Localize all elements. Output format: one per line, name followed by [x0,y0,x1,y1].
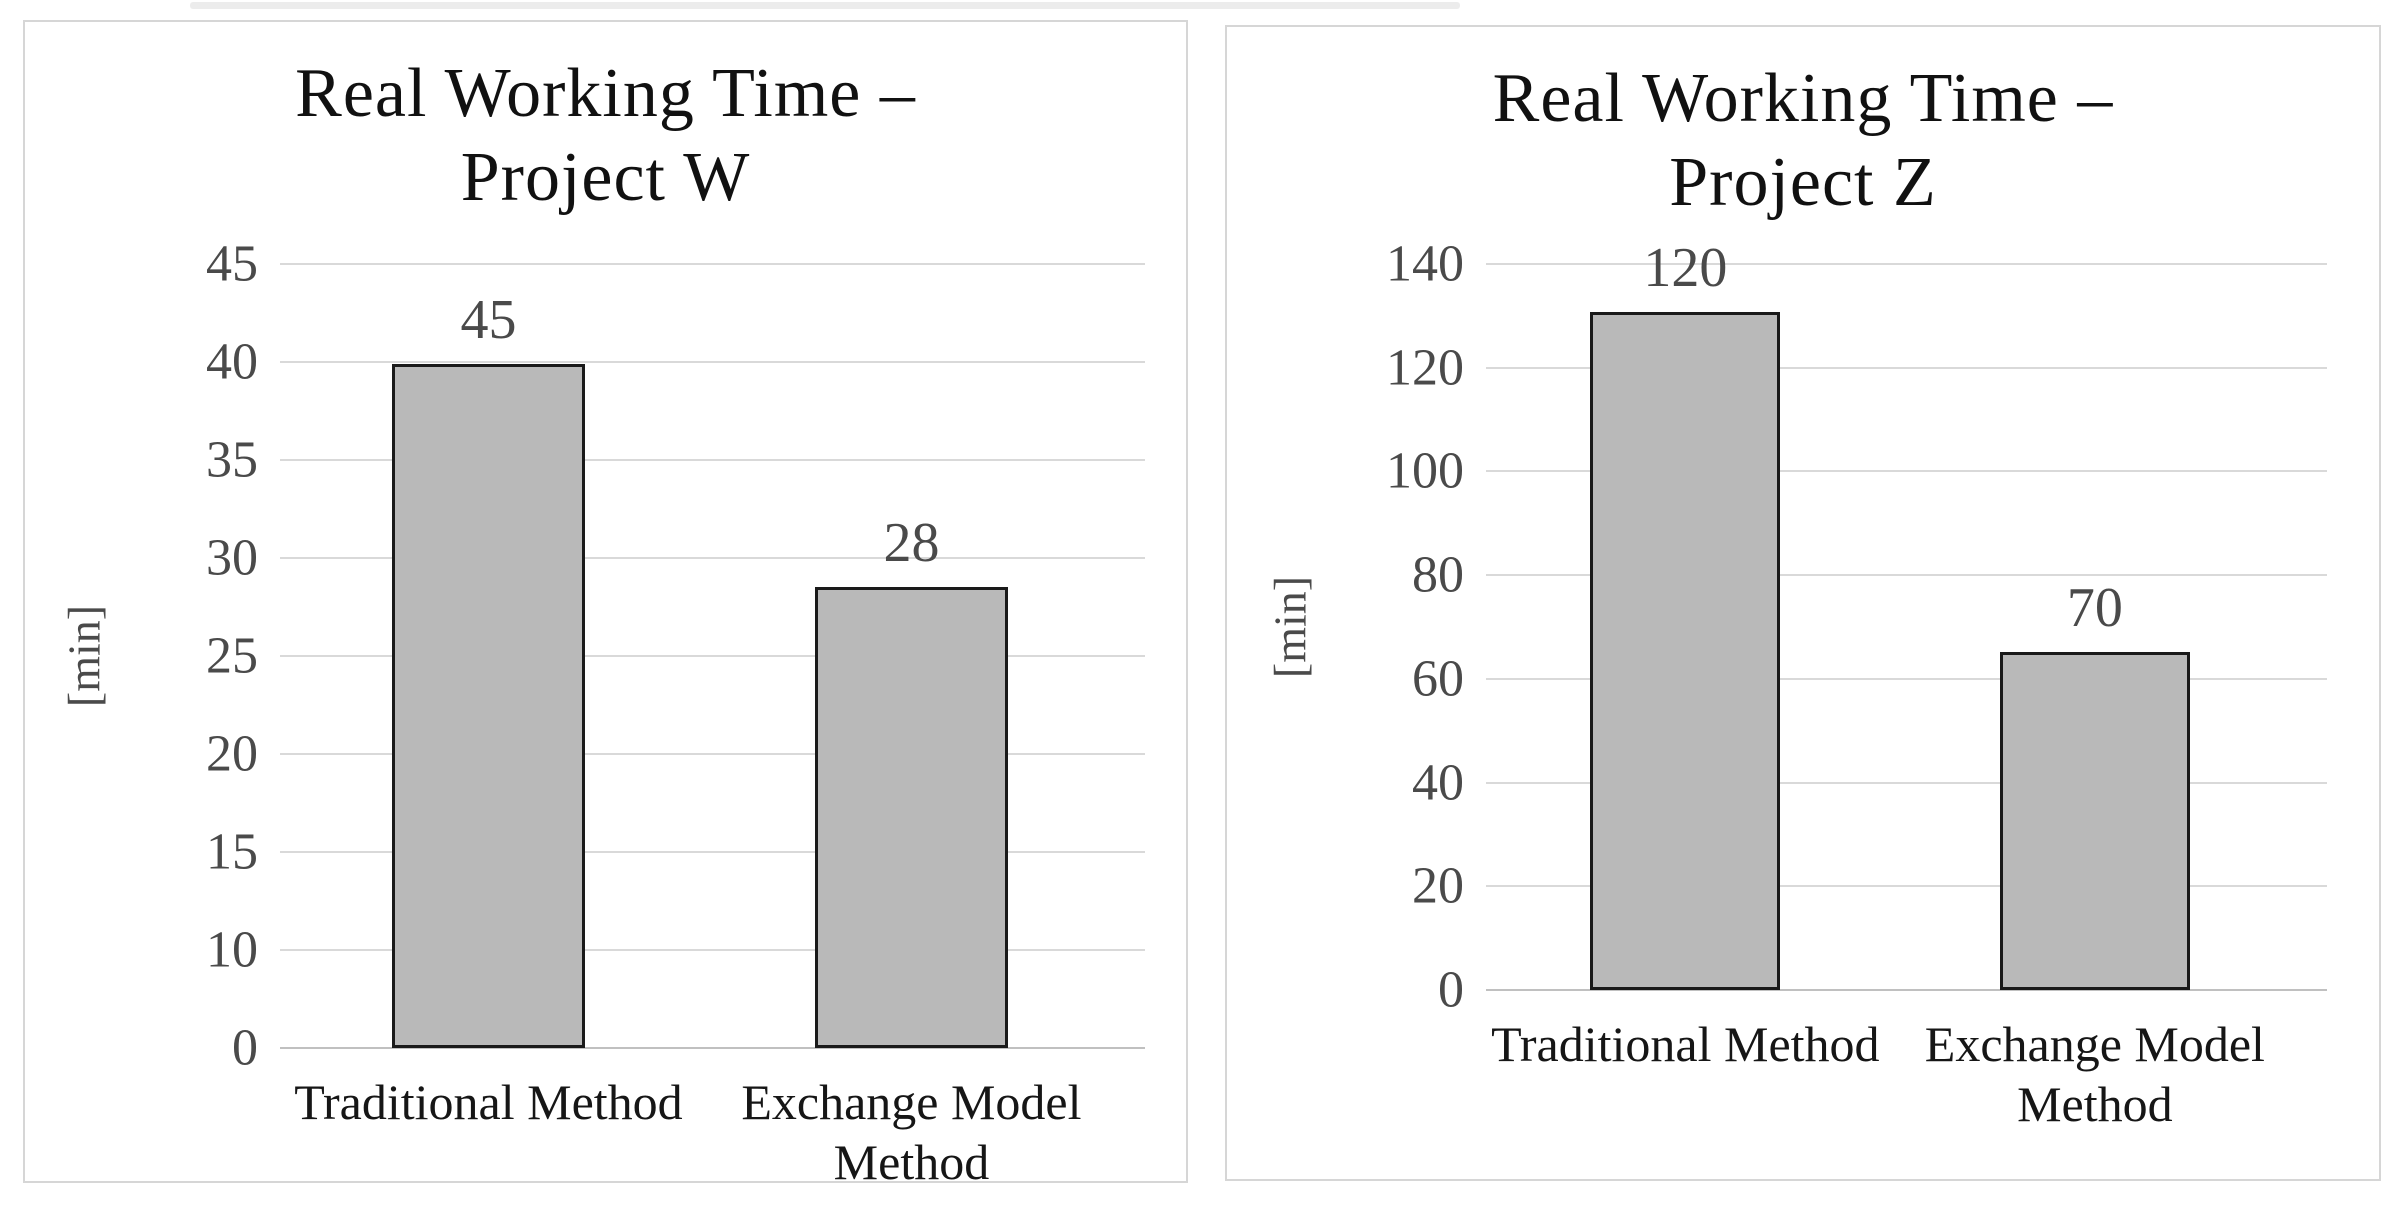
gridline [280,557,1145,559]
x-category-label: Exchange Model Method [687,1072,1137,1192]
x-category-label: Traditional Method [1467,1014,1904,1074]
x-category-label-line: Exchange Model [1924,1016,2265,1072]
gridline [280,361,1145,363]
gridline [280,949,1145,951]
y-tick-label: 20 [206,725,258,783]
chart-panel-project-w: Real Working Time – Project W [min] 45 40… [23,20,1188,1190]
gridline [1486,366,2327,369]
y-tick-label: 30 [206,529,258,587]
y-tick-label: 140 [1386,235,1464,293]
x-category-label-line: Method [833,1134,990,1190]
gridline [1486,677,2327,680]
gridline [1486,781,2327,784]
bar-value-label: 70 [2066,576,2123,639]
gridline [280,263,1145,265]
y-tick-label: 35 [206,431,258,489]
x-category-label-line: Exchange Model [741,1074,1082,1130]
bar: 70 [1999,577,2190,990]
chart-title-line2: Project W [460,139,751,216]
y-tick-label: 15 [206,823,258,881]
plot-area: [min] 45 40 35 30 25 20 15 10 0 45 Traditional Met… [59,236,1145,1190]
bar: 28 [815,512,1008,1048]
gridline [1486,470,2327,473]
chart-title: Real Working Time – Project Z [1227,57,2379,225]
chart-title: Real Working Time – Project W [25,52,1186,220]
bar-value-label: 45 [460,289,517,352]
chart-title-line1: Real Working Time – [295,55,916,132]
gridline [280,851,1145,853]
y-tick-label: 60 [1412,650,1464,708]
y-tick-label: 40 [206,333,258,391]
x-category-label: Traditional Method [264,1072,714,1132]
y-tick-label: 10 [206,921,258,979]
y-tick-label: 120 [1386,339,1464,397]
scan-artifact [190,2,1460,9]
bar: 45 [392,289,585,1048]
y-tick-label: 80 [1412,546,1464,604]
x-axis-line [1486,989,2327,991]
gridline [1486,263,2327,265]
x-axis-line [280,1047,1145,1049]
x-category-label-line: Method [2017,1076,2173,1132]
gridline [1486,885,2327,888]
x-category-label: Exchange Model Method [1876,1014,2313,1134]
x-category-label-line: Traditional Method [1491,1016,1880,1072]
y-tick-label: 40 [1412,754,1464,812]
chart-title-line2: Project Z [1669,144,1937,221]
gridline [1486,574,2327,577]
y-tick-label: 100 [1386,442,1464,500]
gridline [280,655,1145,657]
y-tick-label: 0 [1438,961,1464,1019]
bar: 120 [1590,237,1781,990]
y-tick-label: 25 [206,627,258,685]
y-tick-label: 0 [232,1019,258,1077]
bar-value-label: 28 [883,512,940,575]
y-tick-label: 45 [206,235,258,293]
plot-area: [min] 140 120 100 80 60 40 20 0 120 Traditional M… [1265,236,2327,1132]
gridline [280,459,1145,461]
chart-panel-project-z: Real Working Time – Project Z [min] 140 1… [1225,25,2381,1181]
bar-value-label: 120 [1643,236,1728,299]
chart-title-line1: Real Working Time – [1492,60,2114,137]
x-category-label-line: Traditional Method [294,1074,683,1130]
gridline [280,753,1145,755]
y-tick-label: 20 [1412,857,1464,915]
